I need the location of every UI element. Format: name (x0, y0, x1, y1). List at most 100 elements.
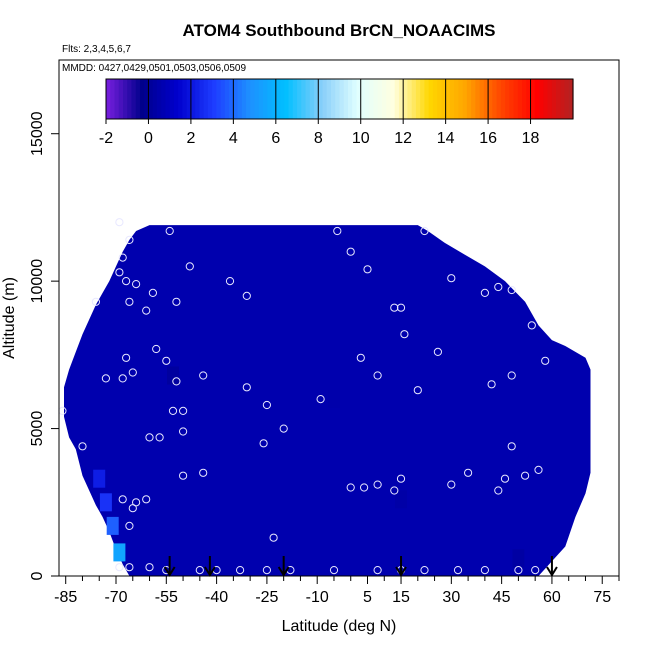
colorbar-segment (526, 79, 532, 119)
colorbar-segment (462, 79, 468, 119)
heatmap-cell (395, 490, 407, 509)
colorbar-segment (403, 79, 409, 119)
colorbar-segment (250, 79, 256, 119)
colorbar-segment (479, 79, 485, 119)
colorbar-segment (309, 79, 315, 119)
colorbar-segment (110, 79, 116, 119)
colorbar-segment (522, 79, 527, 119)
sample-point (507, 442, 516, 451)
colorbar-segment (216, 79, 222, 119)
sample-point (534, 465, 543, 474)
sample-point (122, 353, 131, 362)
sample-point (396, 474, 406, 483)
colorbar-segment (271, 79, 277, 119)
colorbar-segment (551, 79, 557, 119)
colorbar-segment (122, 79, 128, 119)
sample-point (390, 486, 399, 495)
colorbar-segment (356, 79, 362, 119)
x-tick-label: -70 (104, 589, 127, 606)
sample-point (333, 226, 342, 236)
colorbar-tick-label: 10 (352, 130, 370, 147)
colorbar-segment (131, 79, 137, 119)
sample-point (346, 483, 355, 492)
colorbar-segment (424, 79, 430, 119)
colorbar-segment (288, 79, 294, 119)
x-tick-label: -55 (155, 589, 178, 606)
x-axis-label: Latitude (deg N) (282, 618, 397, 635)
sample-point (185, 262, 194, 271)
sample-point (521, 471, 530, 480)
colorbar-segment (534, 79, 540, 119)
flight-arrow-head (163, 566, 176, 577)
sample-point (480, 288, 489, 297)
colorbar-segment (411, 79, 417, 119)
y-tick-label: 0 (29, 571, 46, 580)
colorbar-segment (161, 79, 167, 119)
colorbar-segment (322, 79, 328, 119)
sample-point (507, 371, 516, 380)
colorbar-segment (449, 79, 455, 119)
colorbar-segment (369, 79, 375, 119)
sample-point (155, 433, 164, 442)
colorbar-segment (441, 79, 447, 119)
sample-point (396, 303, 406, 312)
sample-point (316, 395, 325, 404)
x-axis: -85 -70 -55 -40 -25 -10 5 15 30 45 60 75 (54, 576, 620, 606)
sample-point (242, 383, 251, 392)
colorbar-segment (182, 79, 188, 119)
flight-arrows (163, 556, 558, 577)
colorbar-segment (530, 79, 536, 119)
colorbar-segment (437, 79, 442, 119)
sample-point (162, 356, 171, 365)
heatmap-region (64, 225, 591, 576)
x-tick-label: 60 (543, 589, 561, 606)
colorbar-segment (173, 79, 179, 119)
colorbar-tick-label: 6 (271, 130, 280, 147)
sample-point (400, 330, 409, 339)
colorbar-segment (314, 79, 319, 119)
colorbar-segment (568, 79, 574, 119)
sample-point (494, 486, 503, 495)
sample-point (118, 495, 127, 504)
colorbar-segment (564, 79, 570, 119)
colorbar-segment (263, 79, 268, 119)
colorbar-segment (224, 79, 230, 119)
colorbar-segment (233, 79, 239, 119)
y-axis: 0 5000 10000 15000 (29, 111, 59, 580)
colorbar: -2 0 2 4 6 8 10 12 14 16 18 (99, 78, 574, 147)
sample-point (413, 386, 422, 395)
y-tick-label: 10000 (29, 259, 46, 304)
colorbar-segment (500, 79, 506, 119)
x-tick-label: -10 (306, 589, 329, 606)
flight-arrow (546, 556, 558, 577)
colorbar-segment (280, 79, 285, 119)
sample-point (91, 297, 101, 306)
colorbar-segment (339, 79, 345, 119)
colorbar-segment (428, 79, 434, 119)
colorbar-segment (326, 79, 332, 119)
colorbar-segment (301, 79, 307, 119)
heatmap-cell (512, 549, 525, 568)
sample-point (420, 226, 429, 236)
sample-point (259, 439, 268, 448)
sample-point (179, 427, 188, 436)
colorbar-segment (390, 79, 396, 119)
colorbar-segment (297, 79, 302, 119)
sample-point (132, 280, 141, 289)
sample-point (420, 566, 429, 575)
sample-points (58, 218, 550, 575)
colorbar-segment (195, 79, 200, 119)
sample-point (447, 480, 456, 489)
sample-point (242, 291, 251, 300)
colorbar-segment (148, 79, 154, 119)
heatmap-cell (99, 493, 112, 512)
colorbar-segment (241, 79, 247, 119)
flight-arrow (395, 556, 407, 577)
colorbar-segment (373, 79, 379, 119)
sample-point (514, 566, 523, 575)
colorbar-segment (114, 79, 120, 119)
sample-point (464, 468, 473, 477)
x-tick-label: -25 (255, 589, 278, 606)
colorbar-segment (165, 79, 171, 119)
heatmap-cell (328, 390, 340, 409)
